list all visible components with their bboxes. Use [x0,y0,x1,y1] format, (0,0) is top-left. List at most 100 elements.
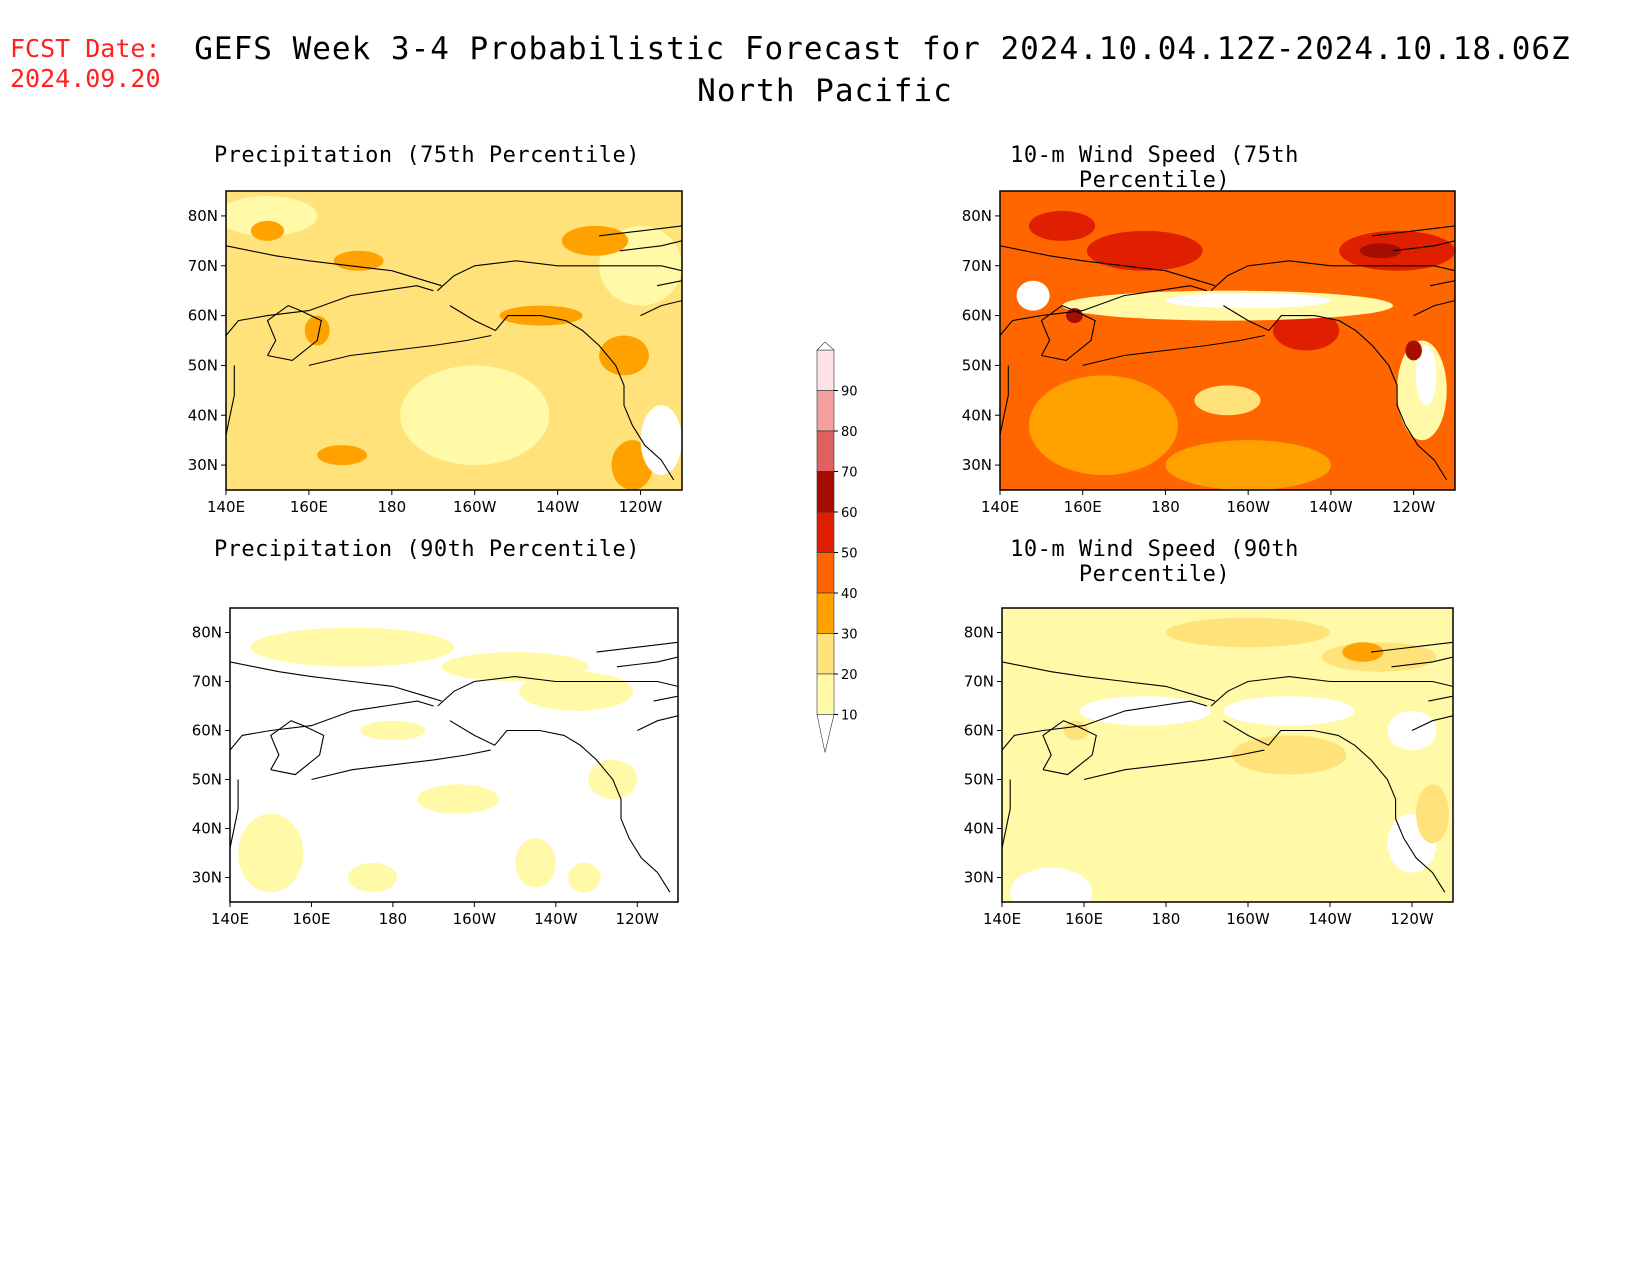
prob-region [1359,243,1402,259]
colorbar-top-cap [816,341,835,351]
lon-label: 180 [1151,498,1180,516]
lon-label: 140W [534,910,578,928]
prob-region [1231,735,1347,775]
coast-line [1002,700,1208,751]
lon-label: 160E [290,498,328,516]
colorbar-bottom-cap [816,714,835,753]
colorbar-label: 20 [841,668,858,683]
lon-label: 160E [1065,910,1103,928]
colorbar-swatch [816,592,835,634]
lat-label: 60N [962,307,992,325]
coast-line [1042,720,1097,776]
colorbar-label: 80 [841,425,858,440]
map-panel-1: 80N 70N 60N 50N 40N 30N 140E 160E 180 160W 140W 120… [962,190,1456,516]
coastline [1000,225,1455,481]
coast-line [1223,305,1448,481]
page-subtitle: North Pacific [697,73,953,109]
fcst-date-value: 2024.09.20 [10,64,161,93]
probability-fill [1002,608,1453,902]
lat-label: 70N [188,257,218,275]
coast-line [1391,656,1453,668]
map-panel-0: 80N 70N 60N 50N 40N 30N 140E 160E 180 160W 140W 120… [188,190,683,516]
lon-label: 160W [453,910,497,928]
coast-line [1040,304,1096,361]
colorbar-swatch [816,430,835,472]
coast-line [656,280,682,287]
coast-line [230,779,239,849]
lon-label: 120W [619,498,663,516]
prob-region [250,627,454,667]
lon-label: 180 [377,498,406,516]
page-title: GEFS Week 3-4 Probabilistic Forecast for… [194,31,1571,67]
lat-label: 70N [192,673,222,691]
lat-label: 70N [962,257,992,275]
colorbar-swatch [816,390,835,432]
prob-region [417,784,499,814]
coast-line [226,365,235,436]
prob-region [640,405,682,476]
prob-region [1405,340,1422,361]
coast-line [616,656,678,668]
coast-line [1082,334,1265,366]
prob-region [1416,784,1449,844]
coast-line [596,641,678,653]
lat-label: 30N [188,456,218,474]
lon-label: 140E [211,910,249,928]
coast-line [1000,365,1009,436]
colorbar-label: 40 [841,587,858,602]
probability-fill [226,191,682,490]
coast-line [1413,300,1455,317]
lon-label: 160W [453,498,497,516]
lat-label: 70N [964,673,994,691]
prob-region [599,335,649,376]
lat-label: 80N [964,624,994,642]
coast-line [1002,779,1011,849]
coast-line [599,225,682,237]
coast-line [1372,225,1455,237]
probability-fill [1000,191,1455,490]
prob-region [317,445,367,466]
lon-label: 120W [1390,910,1434,928]
coast-line [1210,676,1453,707]
coast-line [1002,661,1216,702]
panel-title-precip-75: Precipitation (75th Percentile) [213,143,641,168]
coast-line [619,240,682,252]
prob-region [304,315,330,346]
coast-line [1000,285,1207,336]
prob-region [1342,642,1384,662]
prob-region [250,220,285,241]
map-panel-3: 80N 70N 60N 50N 40N 30N 140E 160E 180 160W 140W 120… [964,607,1454,928]
lon-label: 140W [1308,910,1352,928]
coast-line [437,676,678,707]
prob-region [1166,617,1330,648]
lat-label: 30N [962,456,992,474]
lon-label: 140E [207,498,245,516]
coast-line [449,720,671,893]
coast-line [1370,641,1453,653]
prob-region [1194,385,1261,416]
prob-region [1016,280,1050,311]
coast-line [1210,260,1455,292]
colorbar-swatch [816,471,835,513]
prob-region [400,365,550,466]
lat-label: 40N [962,406,992,424]
lat-label: 40N [964,820,994,838]
lon-label: 160E [292,910,330,928]
prob-region [1165,440,1331,490]
colorbar-swatch [816,511,835,553]
colorbar-label: 50 [841,547,858,562]
lon-label: 160W [1226,498,1270,516]
coast-line [1392,240,1455,252]
lon-label: 160E [1064,498,1102,516]
lon-label: 140E [981,498,1019,516]
colorbar-label: 90 [841,385,858,400]
colorbar-swatch [816,552,835,594]
prob-region [1028,375,1178,476]
lat-label: 60N [192,722,222,740]
panel-title-wind-90: 10-m Wind Speed (90th Percentile) [1010,537,1299,587]
coast-line [1083,749,1265,781]
lon-label: 180 [1152,910,1181,928]
coast-line [637,715,678,731]
prob-region [1273,310,1340,351]
coast-line [1411,715,1453,731]
